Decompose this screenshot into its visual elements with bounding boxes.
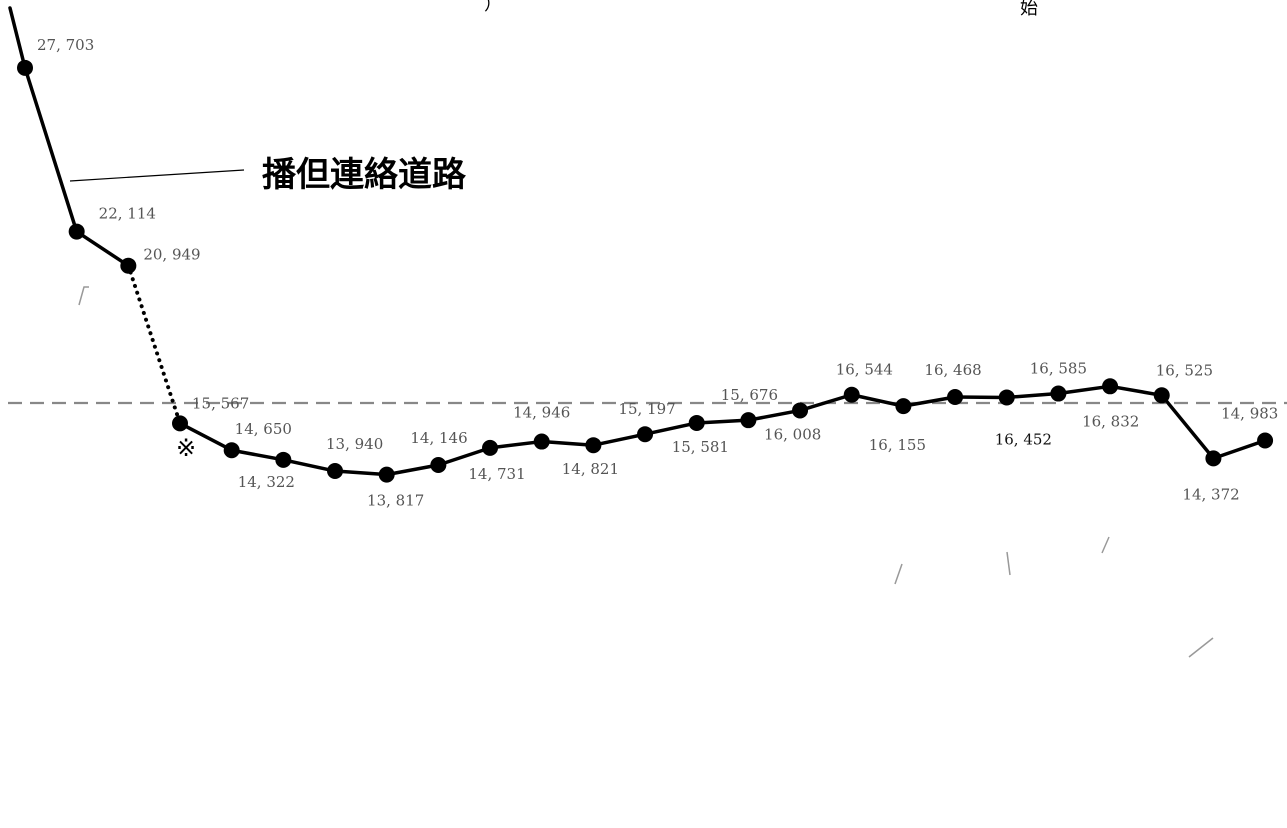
data-point: [68, 223, 85, 240]
series-segment: [591, 432, 647, 447]
series-segment: [901, 395, 957, 408]
series-segment: [1056, 384, 1112, 396]
series-segment: [849, 392, 906, 408]
data-point: [327, 463, 344, 480]
series-segment: [281, 458, 337, 473]
data-label: 16, 544: [836, 361, 893, 379]
data-label: 16, 525: [1156, 361, 1213, 379]
label-leader-layer: [78, 286, 1214, 658]
series-segment: [1108, 384, 1164, 398]
label-leader: [1101, 536, 1110, 554]
data-point: [792, 402, 809, 419]
data-point: [585, 437, 602, 454]
data-label: 15, 567: [192, 394, 249, 412]
data-label: 15, 581: [672, 438, 729, 456]
top-fragment-left: ）: [484, 0, 502, 15]
series-name-label: 播但連絡道路: [262, 155, 467, 195]
data-label: 14, 731: [468, 465, 525, 483]
data-point: [1102, 378, 1119, 395]
data-label: 16, 585: [1030, 360, 1087, 378]
data-point: [120, 257, 137, 274]
series-name-leader: [69, 169, 245, 182]
data-point: [17, 59, 33, 76]
series-segment: [384, 463, 441, 477]
data-point: [275, 451, 292, 468]
data-label: 14, 983: [1221, 404, 1278, 422]
data-label: 20, 949: [143, 246, 200, 264]
series-line-layer: [8, 6, 1267, 477]
data-point: [1257, 432, 1274, 449]
data-label: 14, 946: [513, 404, 570, 422]
data-label: 14, 322: [238, 473, 295, 491]
data-label: 15, 197: [618, 400, 675, 418]
data-point: [1153, 387, 1170, 404]
data-point: [688, 414, 705, 431]
data-label: 27, 703: [37, 36, 94, 54]
data-point: [172, 415, 189, 432]
data-point: [378, 466, 395, 483]
data-label: 14, 650: [235, 420, 292, 438]
series-segment: [178, 421, 234, 452]
series-segment: [746, 408, 802, 422]
data-label: 14, 372: [1182, 485, 1239, 503]
data-point: [947, 388, 964, 405]
series-segment: [539, 439, 596, 447]
data-point: [998, 389, 1015, 406]
data-label: 16, 452: [995, 430, 1052, 448]
series-segment: [23, 66, 79, 234]
data-point: [843, 386, 860, 403]
label-leader: [1188, 637, 1214, 658]
series-segment: [1159, 393, 1216, 461]
series-segment-dotted: [126, 263, 183, 426]
data-label: 16, 832: [1082, 412, 1139, 430]
data-point: [1205, 450, 1222, 467]
data-point: [1050, 385, 1067, 402]
series-segment: [798, 392, 854, 413]
data-label-layer: 27, 703 22, 114 20, 949 15, 567 14, 650 14, 3…: [37, 36, 1278, 510]
label-leader: [78, 286, 89, 306]
data-point: [895, 398, 912, 415]
data-label: 22, 114: [99, 205, 156, 223]
series-segment: [74, 229, 131, 268]
data-point: [430, 456, 447, 473]
data-label: 16, 468: [924, 361, 981, 379]
label-leader: [894, 563, 903, 585]
series-line-lead: [8, 6, 27, 70]
data-point: [533, 433, 550, 450]
data-label: 13, 940: [326, 435, 383, 453]
series-segment: [1211, 438, 1267, 461]
data-label: 13, 817: [367, 492, 424, 510]
data-point: [223, 442, 240, 459]
top-fragment-right: 始: [1020, 0, 1038, 19]
data-point: [637, 426, 654, 443]
series-point-layer: [17, 59, 1274, 483]
data-label: 14, 821: [562, 460, 619, 478]
data-label: 16, 008: [764, 425, 821, 443]
data-point: [482, 439, 499, 456]
data-label: 16, 155: [869, 436, 926, 454]
series-segment: [694, 418, 751, 425]
note-mark: ※: [176, 434, 196, 462]
series-segment: [229, 448, 286, 462]
data-point: [740, 412, 757, 429]
series-segment: [488, 439, 544, 450]
data-label: 15, 676: [721, 386, 778, 404]
data-label: 14, 146: [410, 429, 467, 447]
series-segment: [1004, 391, 1061, 400]
series-segment: [333, 469, 389, 477]
series-segment: [643, 421, 699, 436]
series-segment: [436, 446, 492, 467]
label-leader: [1006, 551, 1011, 576]
